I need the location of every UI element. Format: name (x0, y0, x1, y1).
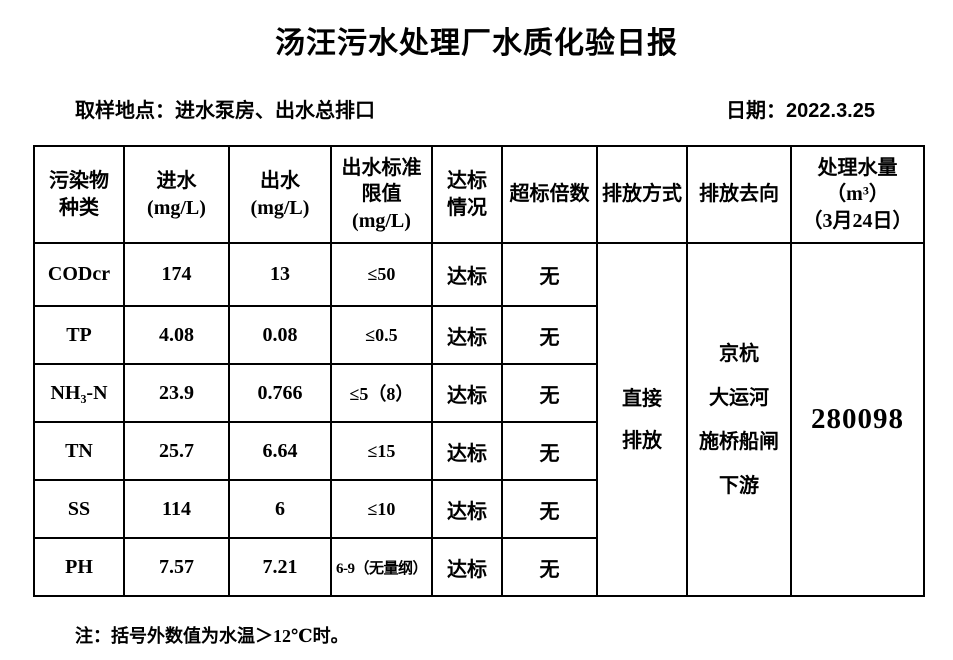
status-cell: 达标 (431, 363, 503, 423)
outlet-value-cell: 0.08 (228, 305, 332, 365)
pollutant-name-cell: SS (33, 479, 125, 539)
page-title: 汤汪污水处理厂水质化验日报 (275, 27, 678, 60)
exceed-ratio-cell: 无 (501, 305, 598, 365)
header-outlet-standard-limit: 出水标准 限值 (mg/L) (330, 145, 433, 244)
meta-row: 取样地点：进水泵房、出水总排口 日期：2022.3.25 (75, 94, 875, 123)
report-table: 污染物 种类 进水 (mg/L) 出水 (mg/L) 出水标准 限值 (mg/L… (33, 145, 925, 597)
table-row: TN 25.7 6.64 ≤15 达标 无 (33, 421, 924, 481)
exceed-ratio-cell: 无 (501, 479, 598, 539)
inlet-value-cell: 114 (123, 479, 230, 539)
pollutant-name-cell: TN (33, 421, 125, 481)
pollutant-name-cell: TP (33, 305, 125, 365)
limit-value-cell: 6-9（无量纲） (330, 537, 433, 597)
discharge-destination-cell: 京杭 大运河 施桥船闸 下游 (686, 242, 792, 597)
pollutant-name-cell: PH (33, 537, 125, 597)
header-pollutant-type: 污染物 种类 (33, 145, 125, 244)
footnote: 注：括号外数值为水温＞12℃时。 (75, 626, 349, 646)
exceed-ratio-cell: 无 (501, 421, 598, 481)
inlet-value-cell: 25.7 (123, 421, 230, 481)
header-treated-volume: 处理水量 （m³） （3月24日） (790, 145, 925, 244)
table-row: NH₃-N 23.9 0.766 ≤5（8） 达标 无 (33, 363, 924, 423)
limit-value-cell: ≤5（8） (330, 363, 433, 423)
exceed-ratio-cell: 无 (501, 242, 598, 307)
header-inlet: 进水 (mg/L) (123, 145, 230, 244)
pollutant-name-cell: NH₃-N (33, 363, 125, 423)
inlet-value-cell: 4.08 (123, 305, 230, 365)
header-outlet: 出水 (mg/L) (228, 145, 332, 244)
status-cell: 达标 (431, 537, 503, 597)
outlet-value-cell: 6.64 (228, 421, 332, 481)
status-cell: 达标 (431, 242, 503, 307)
limit-value-cell: ≤50 (330, 242, 433, 307)
inlet-value-cell: 23.9 (123, 363, 230, 423)
limit-value-cell: ≤10 (330, 479, 433, 539)
header-discharge-destination: 排放去向 (686, 145, 792, 244)
status-cell: 达标 (431, 479, 503, 539)
table-row: PH 7.57 7.21 6-9（无量纲） 达标 无 (33, 537, 924, 597)
date-label: 日期：2022.3.25 (726, 100, 875, 122)
status-cell: 达标 (431, 305, 503, 365)
outlet-value-cell: 6 (228, 479, 332, 539)
exceed-ratio-cell: 无 (501, 537, 598, 597)
outlet-value-cell: 0.766 (228, 363, 332, 423)
pollutant-name-cell: CODcr (33, 242, 125, 307)
header-exceed-ratio: 超标倍数 (501, 145, 598, 244)
sampling-location-label: 取样地点：进水泵房、出水总排口 (75, 100, 375, 122)
inlet-value-cell: 7.57 (123, 537, 230, 597)
table-row: CODcr 174 13 ≤50 达标 无 直接 排放 京杭 大运河 施桥船闸 … (33, 242, 925, 597)
inlet-value-cell: 174 (123, 242, 230, 307)
outlet-value-cell: 13 (228, 242, 332, 307)
limit-value-cell: ≤0.5 (330, 305, 433, 365)
header-discharge-method: 排放方式 (596, 145, 688, 244)
table-row: TP 4.08 0.08 ≤0.5 达标 无 (33, 305, 924, 365)
discharge-method-cell: 直接 排放 (596, 242, 688, 597)
table-row: SS 114 6 ≤10 达标 无 (33, 479, 924, 539)
status-cell: 达标 (431, 421, 503, 481)
outlet-value-cell: 7.21 (228, 537, 332, 597)
limit-value-cell: ≤15 (330, 421, 433, 481)
table-header-row: 污染物 种类 进水 (mg/L) 出水 (mg/L) 出水标准 限值 (mg/L… (33, 145, 925, 244)
exceed-ratio-cell: 无 (501, 363, 598, 423)
header-compliance-status: 达标 情况 (431, 145, 503, 244)
treated-volume-cell: 280098 (790, 242, 925, 597)
